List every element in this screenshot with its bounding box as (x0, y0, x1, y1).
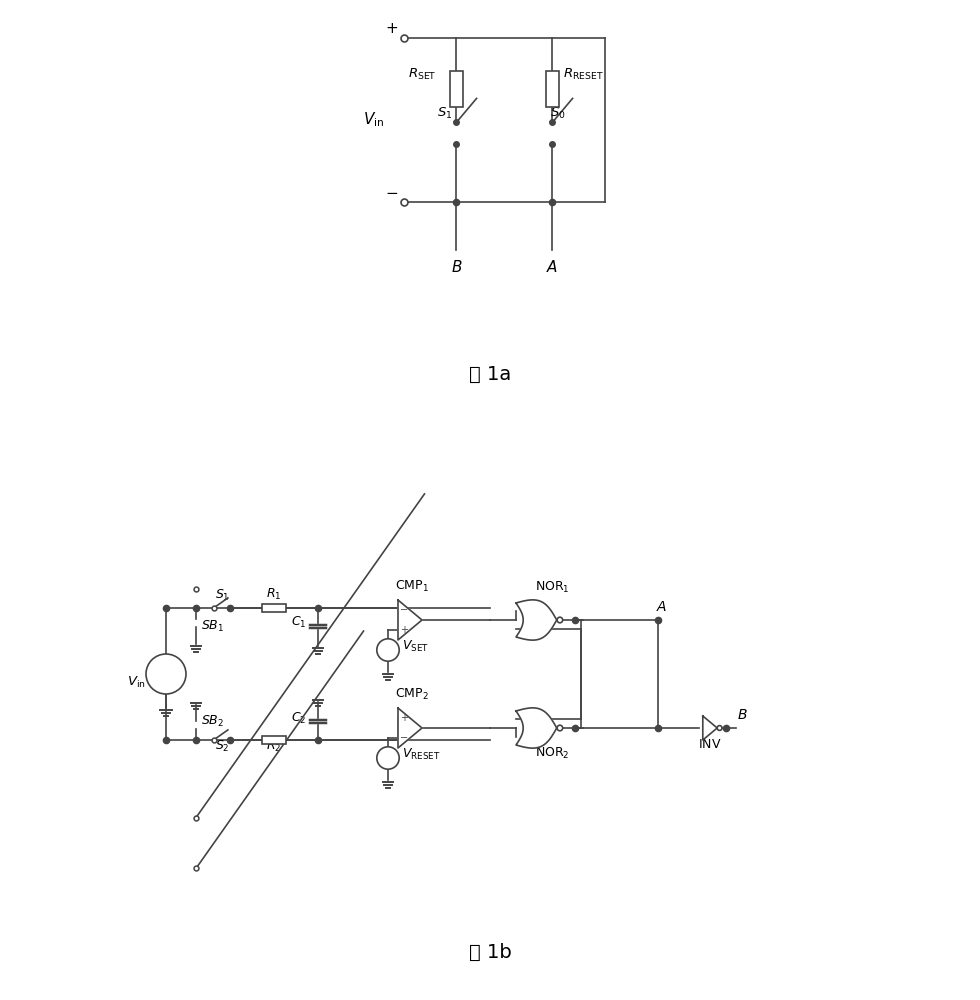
Text: 图 1a: 图 1a (468, 365, 512, 384)
Text: $A$: $A$ (546, 259, 559, 275)
Polygon shape (516, 600, 557, 640)
Circle shape (376, 747, 399, 769)
Text: $\rm INV$: $\rm INV$ (699, 738, 721, 751)
Text: $B$: $B$ (737, 708, 748, 722)
Text: 图 1b: 图 1b (468, 942, 512, 962)
Text: $S_1$: $S_1$ (437, 106, 453, 121)
Bar (546, 71, 560, 107)
Circle shape (557, 617, 563, 623)
Circle shape (376, 639, 399, 661)
Text: $B$: $B$ (451, 259, 463, 275)
Text: $R_2$: $R_2$ (267, 739, 281, 754)
Text: $C_2$: $C_2$ (291, 711, 306, 726)
Polygon shape (516, 708, 557, 748)
Text: $\rm NOR_1$: $\rm NOR_1$ (535, 580, 569, 595)
Text: $R_{\rm RESET}$: $R_{\rm RESET}$ (563, 67, 604, 82)
Polygon shape (703, 716, 717, 740)
Text: +: + (401, 713, 409, 723)
Circle shape (557, 725, 563, 731)
Text: $A$: $A$ (657, 600, 667, 614)
Polygon shape (398, 600, 422, 640)
Text: +: + (401, 625, 409, 635)
Bar (263, 604, 285, 612)
Text: $-$: $-$ (385, 184, 398, 199)
Text: $R_1$: $R_1$ (267, 587, 281, 602)
Text: $V_{\rm SET}$: $V_{\rm SET}$ (402, 639, 429, 654)
Bar (263, 736, 285, 744)
Text: $S_1$: $S_1$ (215, 588, 229, 603)
Text: $\rm CMP_1$: $\rm CMP_1$ (395, 579, 429, 594)
Text: $S_2$: $S_2$ (215, 739, 229, 754)
Text: $V_{\rm RESET}$: $V_{\rm RESET}$ (402, 747, 441, 762)
Polygon shape (398, 708, 422, 748)
Text: $\rm CMP_2$: $\rm CMP_2$ (395, 687, 429, 702)
Text: +: + (385, 21, 398, 36)
Text: $C_1$: $C_1$ (290, 615, 306, 631)
Text: $SB_2$: $SB_2$ (201, 714, 223, 729)
Text: $R_{\rm SET}$: $R_{\rm SET}$ (408, 67, 436, 82)
Circle shape (146, 654, 186, 694)
Text: −: − (401, 605, 409, 615)
Bar (450, 71, 464, 107)
Text: −: − (401, 733, 409, 743)
Text: $\rm NOR_2$: $\rm NOR_2$ (535, 746, 569, 761)
Text: $V_{\rm in}$: $V_{\rm in}$ (126, 675, 145, 690)
Circle shape (717, 726, 722, 730)
Text: $SB_1$: $SB_1$ (201, 619, 224, 634)
Text: $S_0$: $S_0$ (550, 106, 565, 121)
Text: $V_{\rm in}$: $V_{\rm in}$ (364, 111, 384, 129)
